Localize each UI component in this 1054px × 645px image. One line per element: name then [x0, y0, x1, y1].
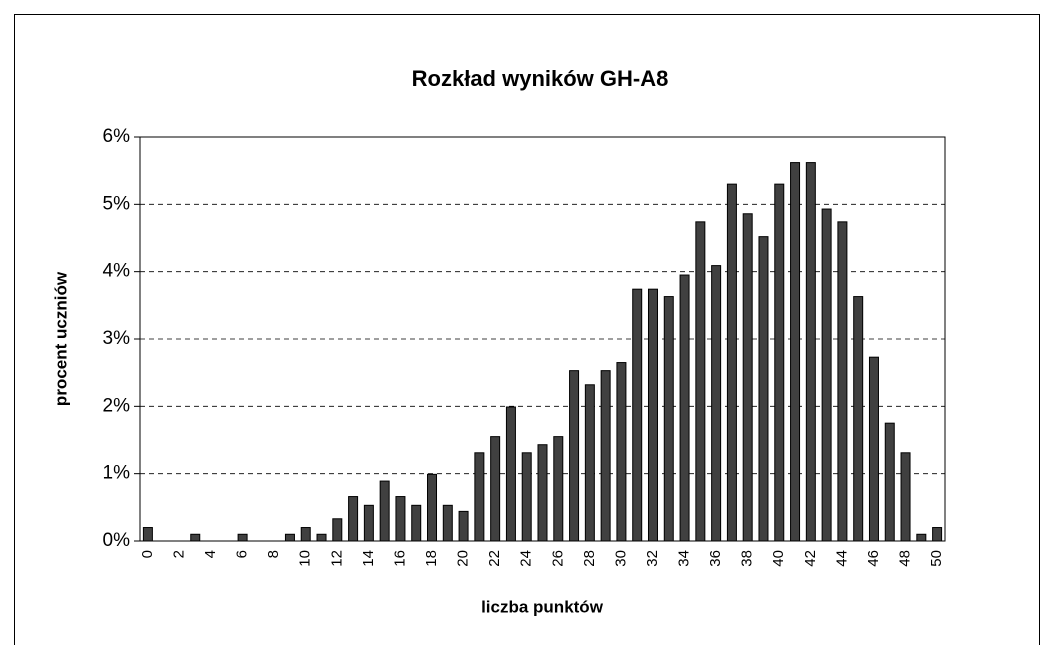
bar	[742, 213, 753, 542]
bar	[442, 504, 453, 542]
bar	[884, 422, 895, 542]
bar	[427, 473, 438, 542]
bar	[395, 496, 406, 542]
x-tick-label: 8	[265, 550, 282, 558]
bar	[474, 452, 485, 542]
x-tick-label: 28	[581, 550, 598, 567]
bar	[537, 444, 548, 542]
bar	[711, 265, 722, 542]
bar	[458, 510, 469, 542]
x-tick-label: 4	[202, 550, 219, 558]
x-axis-title: liczba punktów	[481, 597, 604, 616]
bar	[584, 384, 595, 542]
y-axis-title: procent uczniów	[51, 271, 70, 406]
bar	[363, 504, 374, 542]
bar	[569, 370, 580, 542]
bar	[900, 452, 911, 542]
bar	[284, 533, 295, 542]
bar	[553, 436, 564, 542]
x-tick-label: 6	[234, 550, 251, 558]
bar	[632, 288, 643, 542]
x-tick-label: 30	[612, 550, 629, 567]
plot-border	[139, 136, 946, 542]
x-tick-label: 2	[170, 550, 187, 558]
bar	[490, 436, 501, 542]
x-tick-label: 12	[328, 550, 345, 567]
x-tick-label: 10	[297, 550, 314, 567]
bar	[853, 296, 864, 542]
bar	[805, 162, 816, 542]
x-tick-label: 26	[549, 550, 566, 567]
bar	[379, 480, 390, 542]
bar	[679, 274, 690, 542]
y-tick-label: 5%	[103, 193, 131, 214]
x-tick-label: 0	[139, 550, 156, 558]
bar	[142, 527, 153, 542]
y-tick-label: 1%	[103, 463, 131, 484]
bar	[505, 406, 516, 542]
x-tick-label: 20	[455, 550, 472, 567]
x-tick-label: 34	[676, 550, 693, 567]
bar	[316, 533, 327, 542]
x-tick-label: 38	[739, 550, 756, 567]
x-tick-label: 46	[865, 550, 882, 567]
x-tick-label: 42	[802, 550, 819, 567]
x-tick-label: 16	[391, 550, 408, 567]
x-tick-label: 40	[770, 550, 787, 567]
bar	[411, 504, 422, 542]
x-tick-label: 24	[518, 550, 535, 567]
x-tick-label: 14	[360, 550, 377, 567]
x-tick-label: 22	[486, 550, 503, 567]
bar	[758, 236, 769, 542]
bar	[837, 221, 848, 542]
bar	[521, 452, 532, 542]
bar	[647, 288, 658, 542]
bar	[790, 162, 801, 542]
bar	[726, 183, 737, 542]
bar	[237, 533, 248, 542]
x-tick-label: 18	[423, 550, 440, 567]
x-tick-label: 44	[833, 550, 850, 567]
y-tick-label: 3%	[103, 328, 131, 349]
x-tick-label: 50	[928, 550, 945, 567]
y-tick-label: 2%	[103, 395, 131, 416]
bar	[821, 208, 832, 542]
bar	[695, 221, 706, 542]
bar	[868, 356, 879, 542]
bar	[916, 533, 927, 542]
bar	[190, 533, 201, 542]
x-tick-label: 48	[897, 550, 914, 567]
y-tick-label: 4%	[103, 261, 131, 282]
bar	[663, 296, 674, 542]
bar	[332, 518, 343, 542]
bar	[600, 370, 611, 542]
bar	[774, 183, 785, 542]
chart-title: Rozkład wyników GH-A8	[412, 66, 669, 91]
x-tick-label: 36	[707, 550, 724, 567]
y-tick-label: 0%	[103, 530, 131, 551]
x-tick-label: 32	[644, 550, 661, 567]
bar	[300, 527, 311, 542]
y-tick-label: 6%	[103, 126, 131, 147]
bar	[932, 527, 943, 542]
bar	[616, 362, 627, 542]
bar	[348, 496, 359, 542]
